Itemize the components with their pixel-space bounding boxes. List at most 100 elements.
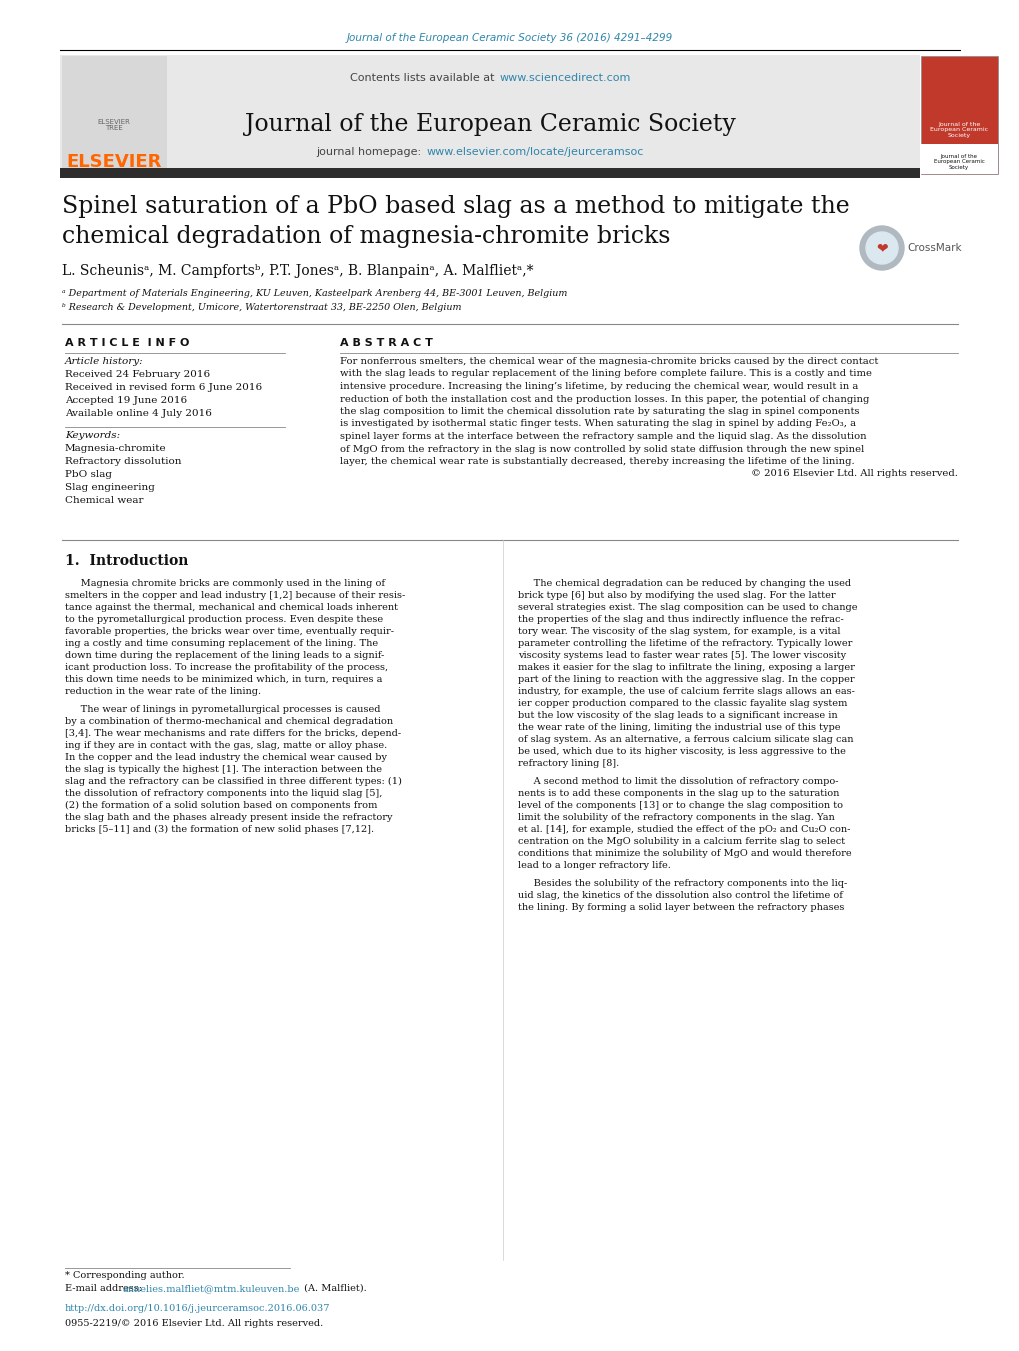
Text: Refractory dissolution: Refractory dissolution: [65, 457, 181, 466]
Text: (A. Malfliet).: (A. Malfliet).: [301, 1283, 367, 1293]
Text: down time during the replacement of the lining leads to a signif-: down time during the replacement of the …: [65, 651, 384, 661]
Text: uid slag, the kinetics of the dissolution also control the lifetime of: uid slag, the kinetics of the dissolutio…: [518, 892, 842, 900]
Text: the properties of the slag and thus indirectly influence the refrac-: the properties of the slag and thus indi…: [518, 615, 843, 624]
Text: several strategies exist. The slag composition can be used to change: several strategies exist. The slag compo…: [518, 603, 857, 612]
Text: ELSEVIER
TREE: ELSEVIER TREE: [98, 119, 130, 131]
Text: www.elsevier.com/locate/jeurceramsoc: www.elsevier.com/locate/jeurceramsoc: [427, 147, 644, 157]
Text: conditions that minimize the solubility of MgO and would therefore: conditions that minimize the solubility …: [518, 848, 851, 858]
Text: the slag bath and the phases already present inside the refractory: the slag bath and the phases already pre…: [65, 813, 392, 821]
Text: Magnesia-chromite: Magnesia-chromite: [65, 444, 166, 453]
Circle shape: [859, 226, 903, 270]
Bar: [60, 168, 919, 178]
Text: slag and the refractory can be classified in three different types: (1): slag and the refractory can be classifie…: [65, 777, 401, 786]
Text: tory wear. The viscosity of the slag system, for example, is a vital: tory wear. The viscosity of the slag sys…: [518, 627, 840, 636]
Text: layer, the chemical wear rate is substantially decreased, thereby increasing the: layer, the chemical wear rate is substan…: [339, 457, 854, 466]
Text: industry, for example, the use of calcium ferrite slags allows an eas-: industry, for example, the use of calciu…: [518, 688, 854, 696]
Circle shape: [865, 232, 897, 263]
Text: Received 24 February 2016: Received 24 February 2016: [65, 370, 210, 380]
Text: tance against the thermal, mechanical and chemical loads inherent: tance against the thermal, mechanical an…: [65, 603, 397, 612]
Text: A second method to limit the dissolution of refractory compo-: A second method to limit the dissolution…: [518, 777, 838, 786]
Text: of MgO from the refractory in the slag is now controlled by solid state diffusio: of MgO from the refractory in the slag i…: [339, 444, 863, 454]
Bar: [920, 145, 997, 174]
Text: [3,4]. The wear mechanisms and rate differs for the bricks, depend-: [3,4]. The wear mechanisms and rate diff…: [65, 730, 400, 738]
Bar: [60, 55, 919, 176]
Text: ❤: ❤: [875, 240, 887, 255]
Text: ing if they are in contact with the gas, slag, matte or alloy phase.: ing if they are in contact with the gas,…: [65, 740, 387, 750]
Text: Contents lists available at: Contents lists available at: [350, 73, 497, 82]
Text: with the slag leads to regular replacement of the lining before complete failure: with the slag leads to regular replaceme…: [339, 370, 871, 378]
Text: but the low viscosity of the slag leads to a significant increase in: but the low viscosity of the slag leads …: [518, 711, 837, 720]
Text: * Corresponding author.: * Corresponding author.: [65, 1271, 184, 1279]
Text: Journal of the
European Ceramic
Society: Journal of the European Ceramic Society: [932, 154, 983, 170]
Bar: [62, 55, 167, 174]
Text: www.sciencedirect.com: www.sciencedirect.com: [499, 73, 631, 82]
Text: A B S T R A C T: A B S T R A C T: [339, 338, 432, 349]
Text: nents is to add these components in the slag up to the saturation: nents is to add these components in the …: [518, 789, 839, 798]
Text: PbO slag: PbO slag: [65, 470, 112, 480]
Text: brick type [6] but also by modifying the used slag. For the latter: brick type [6] but also by modifying the…: [518, 590, 835, 600]
Text: Keywords:: Keywords:: [65, 431, 120, 440]
Text: Slag engineering: Slag engineering: [65, 484, 155, 492]
Text: Journal of the
European Ceramic
Society: Journal of the European Ceramic Society: [929, 122, 987, 138]
Text: viscosity systems lead to faster wear rates [5]. The lower viscosity: viscosity systems lead to faster wear ra…: [518, 651, 846, 661]
Text: reduction of both the installation cost and the production losses. In this paper: reduction of both the installation cost …: [339, 394, 868, 404]
Text: The chemical degradation can be reduced by changing the used: The chemical degradation can be reduced …: [518, 580, 850, 588]
Text: Magnesia chromite bricks are commonly used in the lining of: Magnesia chromite bricks are commonly us…: [65, 580, 384, 588]
Text: For nonferrous smelters, the chemical wear of the magnesia-chromite bricks cause: For nonferrous smelters, the chemical we…: [339, 357, 877, 366]
Text: by a combination of thermo-mechanical and chemical degradation: by a combination of thermo-mechanical an…: [65, 717, 392, 725]
Text: Chemical wear: Chemical wear: [65, 496, 144, 505]
Text: Journal of the European Ceramic Society: Journal of the European Ceramic Society: [245, 113, 735, 136]
Text: ier copper production compared to the classic fayalite slag system: ier copper production compared to the cl…: [518, 698, 847, 708]
Text: spinel layer forms at the interface between the refractory sample and the liquid: spinel layer forms at the interface betw…: [339, 432, 866, 440]
Text: Accepted 19 June 2016: Accepted 19 June 2016: [65, 396, 186, 405]
Text: A R T I C L E  I N F O: A R T I C L E I N F O: [65, 338, 190, 349]
Text: limit the solubility of the refractory components in the slag. Yan: limit the solubility of the refractory c…: [518, 813, 834, 821]
Text: parameter controlling the lifetime of the refractory. Typically lower: parameter controlling the lifetime of th…: [518, 639, 852, 648]
Text: chemical degradation of magnesia-chromite bricks: chemical degradation of magnesia-chromit…: [62, 226, 669, 249]
Text: favorable properties, the bricks wear over time, eventually requir-: favorable properties, the bricks wear ov…: [65, 627, 393, 636]
Text: makes it easier for the slag to infiltrate the lining, exposing a larger: makes it easier for the slag to infiltra…: [518, 663, 854, 671]
Text: Article history:: Article history:: [65, 357, 144, 366]
Text: reduction in the wear rate of the lining.: reduction in the wear rate of the lining…: [65, 688, 261, 696]
Text: Spinel saturation of a PbO based slag as a method to mitigate the: Spinel saturation of a PbO based slag as…: [62, 195, 849, 218]
Text: ᵇ Research & Development, Umicore, Watertorenstraat 33, BE-2250 Olen, Belgium: ᵇ Research & Development, Umicore, Water…: [62, 303, 461, 312]
Text: lead to a longer refractory life.: lead to a longer refractory life.: [518, 861, 671, 870]
Text: to the pyrometallurgical production process. Even despite these: to the pyrometallurgical production proc…: [65, 615, 383, 624]
Text: annelies.malfliet@mtm.kuleuven.be: annelies.malfliet@mtm.kuleuven.be: [123, 1283, 300, 1293]
Text: intensive procedure. Increasing the lining’s lifetime, by reducing the chemical : intensive procedure. Increasing the lini…: [339, 382, 858, 390]
Text: the wear rate of the lining, limiting the industrial use of this type: the wear rate of the lining, limiting th…: [518, 723, 840, 732]
Text: ELSEVIER: ELSEVIER: [66, 153, 162, 172]
Text: the slag is typically the highest [1]. The interaction between the: the slag is typically the highest [1]. T…: [65, 765, 382, 774]
Text: (2) the formation of a solid solution based on components from: (2) the formation of a solid solution ba…: [65, 801, 377, 811]
Text: Available online 4 July 2016: Available online 4 July 2016: [65, 409, 212, 417]
Text: be used, which due to its higher viscosity, is less aggressive to the: be used, which due to its higher viscosi…: [518, 747, 845, 757]
Text: CrossMark: CrossMark: [907, 243, 961, 253]
Text: bricks [5–11] and (3) the formation of new solid phases [7,12].: bricks [5–11] and (3) the formation of n…: [65, 825, 374, 834]
Text: this down time needs to be minimized which, in turn, requires a: this down time needs to be minimized whi…: [65, 676, 382, 684]
Text: The wear of linings in pyrometallurgical processes is caused: The wear of linings in pyrometallurgical…: [65, 705, 380, 713]
Text: level of the components [13] or to change the slag composition to: level of the components [13] or to chang…: [518, 801, 842, 811]
Text: © 2016 Elsevier Ltd. All rights reserved.: © 2016 Elsevier Ltd. All rights reserved…: [750, 470, 957, 478]
Text: ᵃ Department of Materials Engineering, KU Leuven, Kasteelpark Arenberg 44, BE-30: ᵃ Department of Materials Engineering, K…: [62, 289, 567, 299]
Text: icant production loss. To increase the profitability of the process,: icant production loss. To increase the p…: [65, 663, 388, 671]
Text: centration on the MgO solubility in a calcium ferrite slag to select: centration on the MgO solubility in a ca…: [518, 838, 845, 846]
Text: Besides the solubility of the refractory components into the liq-: Besides the solubility of the refractory…: [518, 880, 847, 888]
Text: the slag composition to limit the chemical dissolution rate by saturating the sl: the slag composition to limit the chemic…: [339, 407, 859, 416]
Text: smelters in the copper and lead industry [1,2] because of their resis-: smelters in the copper and lead industry…: [65, 590, 405, 600]
Text: ing a costly and time consuming replacement of the lining. The: ing a costly and time consuming replacem…: [65, 639, 378, 648]
Text: E-mail address:: E-mail address:: [65, 1283, 145, 1293]
Text: et al. [14], for example, studied the effect of the pO₂ and Cu₂O con-: et al. [14], for example, studied the ef…: [518, 825, 850, 834]
Text: http://dx.doi.org/10.1016/j.jeurceramsoc.2016.06.037: http://dx.doi.org/10.1016/j.jeurceramsoc…: [65, 1304, 330, 1313]
Text: of slag system. As an alternative, a ferrous calcium silicate slag can: of slag system. As an alternative, a fer…: [518, 735, 853, 744]
Text: is investigated by isothermal static finger tests. When saturating the slag in s: is investigated by isothermal static fin…: [339, 420, 855, 428]
Bar: [920, 55, 997, 174]
Text: journal homepage:: journal homepage:: [316, 147, 425, 157]
Text: Received in revised form 6 June 2016: Received in revised form 6 June 2016: [65, 382, 262, 392]
Text: In the copper and the lead industry the chemical wear caused by: In the copper and the lead industry the …: [65, 753, 386, 762]
Text: the lining. By forming a solid layer between the refractory phases: the lining. By forming a solid layer bet…: [518, 902, 844, 912]
Text: 0955-2219/© 2016 Elsevier Ltd. All rights reserved.: 0955-2219/© 2016 Elsevier Ltd. All right…: [65, 1319, 323, 1328]
Text: Journal of the European Ceramic Society 36 (2016) 4291–4299: Journal of the European Ceramic Society …: [346, 32, 673, 43]
Text: part of the lining to reaction with the aggressive slag. In the copper: part of the lining to reaction with the …: [518, 676, 854, 684]
Text: 1.  Introduction: 1. Introduction: [65, 554, 189, 567]
Text: refractory lining [8].: refractory lining [8].: [518, 759, 619, 767]
